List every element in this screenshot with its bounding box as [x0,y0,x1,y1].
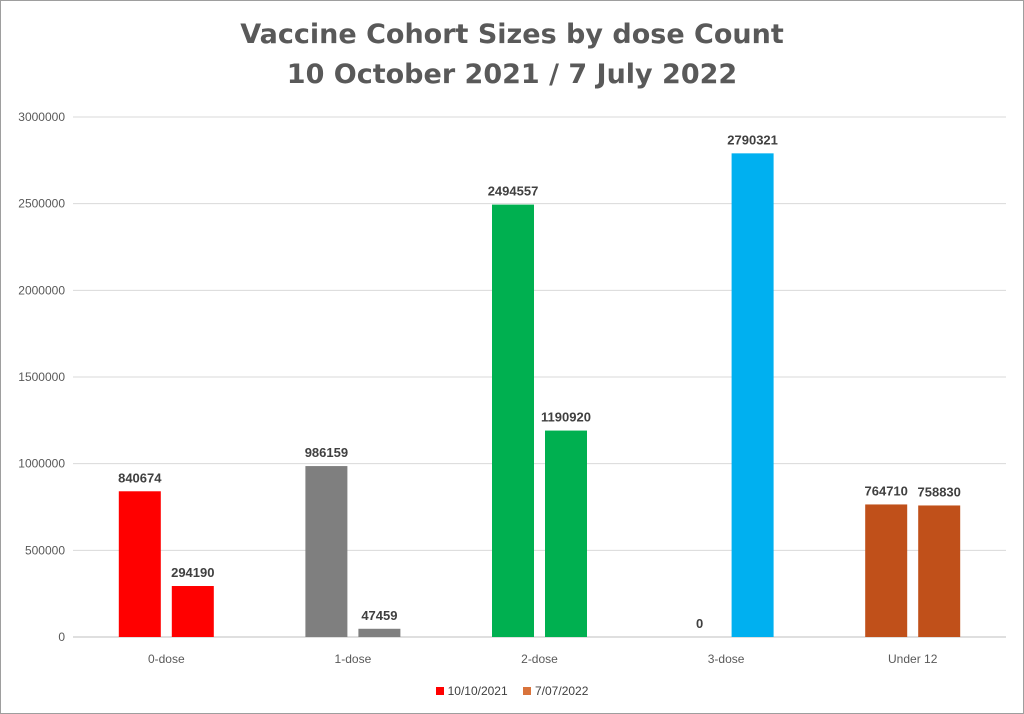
bar [492,204,534,638]
legend-item-series-1: 10/10/2021 [435,683,508,699]
y-tick-label: 2000000 [18,283,65,297]
data-label: 47459 [361,608,397,623]
data-label: 2790321 [727,132,778,147]
y-tick-label: 2500000 [18,197,65,211]
y-tick-label: 1000000 [18,457,65,471]
legend: 10/10/2021 7/07/2022 [1,683,1023,698]
legend-swatch-series-1 [435,687,444,696]
legend-item-series-2: 7/07/2022 [523,683,588,698]
legend-label-series-1: 10/10/2021 [447,684,508,699]
bar [545,430,587,637]
y-tick-label: 3000000 [18,110,65,124]
chart-title-line-2: 10 October 2021 / 7 July 2022 [286,59,738,90]
bar [918,505,961,637]
data-label: 294190 [171,565,214,580]
bar [358,628,401,637]
x-tick-label: 3-dose [708,652,745,666]
bar [305,466,348,637]
data-label: 0 [696,616,703,631]
y-tick-label: 1500000 [18,370,65,384]
chart-title-line-1: Vaccine Cohort Sizes by dose Count [240,19,784,50]
x-tick-label: 1-dose [335,652,372,666]
legend-label-series-2: 7/07/2022 [535,684,589,699]
y-tick-label: 500000 [25,543,65,557]
chart-title: Vaccine Cohort Sizes by dose Count 10 Oc… [1,15,1023,95]
x-tick-label: Under 12 [888,652,938,666]
x-tick-label: 0-dose [148,652,185,666]
bar [171,586,214,637]
data-label: 840674 [118,470,162,485]
data-label: 2494557 [488,184,539,199]
bar [865,504,908,637]
x-tick-label: 2-dose [521,652,558,666]
data-label: 1190920 [541,410,591,425]
bar [731,153,774,637]
legend-swatch-series-2 [523,687,531,696]
data-label: 764710 [865,483,908,498]
data-label: 986159 [305,445,348,460]
bar [118,491,161,637]
data-label: 758830 [918,484,961,499]
y-tick-label: 0 [58,630,65,644]
